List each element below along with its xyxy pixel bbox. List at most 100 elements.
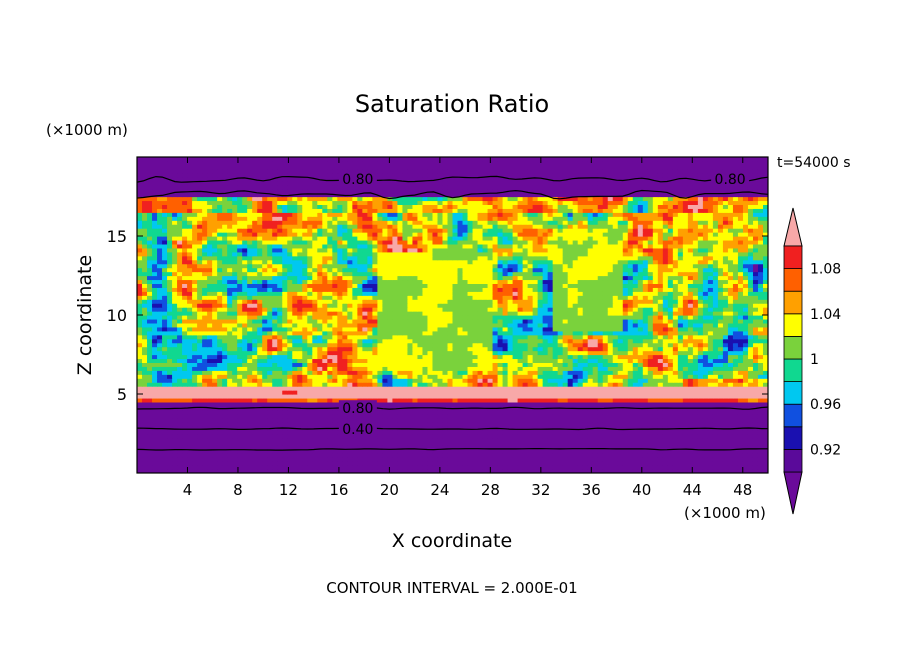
field-cell <box>567 354 574 360</box>
field-cell <box>492 441 499 446</box>
field-cell <box>612 413 619 419</box>
field-cell <box>642 453 649 458</box>
field-cell <box>257 425 263 431</box>
field-cell <box>342 370 348 375</box>
field-cell <box>237 374 243 379</box>
field-cell <box>407 326 414 332</box>
field-cell <box>577 334 584 340</box>
field-cell <box>217 413 223 419</box>
field-cell <box>387 433 394 439</box>
field-cell <box>137 413 143 419</box>
field-cell <box>727 386 734 391</box>
field-cell <box>322 425 328 431</box>
field-cell <box>322 409 328 415</box>
field-cell <box>337 461 343 466</box>
field-cell <box>487 386 494 391</box>
field-cell <box>707 382 714 387</box>
field-cell <box>197 401 203 407</box>
field-cell <box>412 409 419 415</box>
field-cell <box>407 318 414 324</box>
field-cell <box>522 453 529 458</box>
field-cell <box>752 394 759 399</box>
field-cell <box>452 358 459 363</box>
field-cell <box>607 401 614 407</box>
field-cell <box>507 429 514 435</box>
field-cell <box>242 334 248 340</box>
field-cell <box>417 382 424 387</box>
field-cell <box>757 449 764 454</box>
field-cell <box>382 366 388 371</box>
field-cell <box>482 469 489 473</box>
field-cell <box>737 358 744 363</box>
field-cell <box>542 449 549 454</box>
field-cell <box>207 469 213 473</box>
field-cell <box>372 461 378 466</box>
field-cell <box>642 457 649 462</box>
field-cell <box>462 322 469 328</box>
field-cell <box>712 334 719 340</box>
field-cell <box>662 425 669 431</box>
field-cell <box>187 409 193 415</box>
field-cell <box>407 374 414 379</box>
field-cell <box>727 350 734 356</box>
field-cell <box>527 469 534 473</box>
field-cell <box>532 409 539 415</box>
field-cell <box>372 362 378 367</box>
field-cell <box>747 465 754 470</box>
field-cell <box>502 445 509 450</box>
field-cell <box>322 417 328 423</box>
field-cell <box>602 322 609 328</box>
field-cell <box>282 469 288 473</box>
field-cell <box>452 362 459 367</box>
field-cell <box>537 401 544 407</box>
field-cell <box>182 429 188 435</box>
field-cell <box>552 358 559 363</box>
field-cell <box>707 433 714 439</box>
field-cell <box>577 417 584 423</box>
field-cell <box>377 386 383 391</box>
field-cell <box>672 390 679 395</box>
field-cell <box>572 386 579 391</box>
field-cell <box>512 318 519 324</box>
field-cell <box>472 421 479 427</box>
field-cell <box>687 338 694 344</box>
field-cell <box>177 421 183 427</box>
field-cell <box>342 457 348 462</box>
field-cell <box>607 342 614 348</box>
field-cell <box>597 461 604 466</box>
field-cell <box>167 350 173 356</box>
field-cell <box>547 378 554 383</box>
field-cell <box>632 445 639 450</box>
field-cell <box>187 346 193 352</box>
field-cell <box>482 374 489 379</box>
field-cell <box>237 354 243 360</box>
field-cell <box>397 354 404 360</box>
field-cell <box>732 461 739 466</box>
field-cell <box>587 437 594 442</box>
field-cell <box>547 425 554 431</box>
field-cell <box>632 457 639 462</box>
field-cell <box>257 346 263 352</box>
field-cell <box>402 315 409 320</box>
field-cell <box>627 425 634 431</box>
field-cell <box>502 354 509 360</box>
field-cell <box>477 362 484 367</box>
field-cell <box>252 437 258 442</box>
field-cell <box>632 465 639 470</box>
field-cell <box>377 429 383 435</box>
field-cell <box>147 437 153 442</box>
field-cell <box>337 437 343 442</box>
field-cell <box>187 453 193 458</box>
field-cell <box>232 453 238 458</box>
field-cell <box>242 362 248 367</box>
field-cell <box>467 413 474 419</box>
chart-title: Saturation Ratio <box>355 90 549 118</box>
field-cell <box>757 421 764 427</box>
field-cell <box>662 330 669 336</box>
field-cell <box>732 457 739 462</box>
field-cell <box>752 457 759 462</box>
field-cell <box>377 370 383 375</box>
field-cell <box>637 449 644 454</box>
field-cell <box>217 366 223 371</box>
field-cell <box>572 322 579 328</box>
